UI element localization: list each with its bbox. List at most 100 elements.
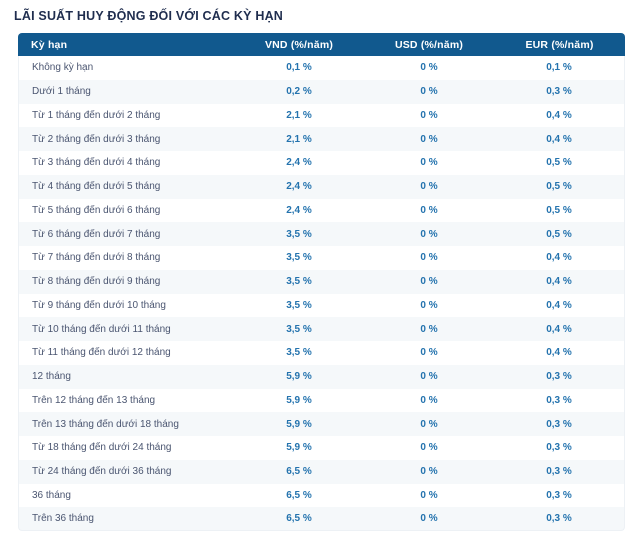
term-label-cell: Từ 4 tháng đến dưới 5 tháng	[18, 174, 234, 199]
eur-rate-cell: 0,3 %	[494, 507, 625, 531]
term-label-cell: Trên 12 tháng đến 13 tháng	[18, 388, 234, 413]
usd-rate-cell: 0 %	[364, 507, 494, 531]
term-label-cell: Từ 7 tháng đến dưới 8 tháng	[18, 246, 234, 270]
table-row: Từ 1 tháng đến dưới 2 tháng 2,1 % 0 % 0,…	[18, 103, 625, 128]
term-label-cell: Không kỳ hạn	[18, 56, 234, 80]
term-label-cell: Từ 11 tháng đến dưới 12 tháng	[18, 341, 234, 365]
term-label-cell: Từ 8 tháng đến dưới 9 tháng	[18, 269, 234, 294]
usd-rate-cell: 0 %	[364, 174, 494, 199]
eur-rate-cell: 0,5 %	[494, 151, 625, 175]
term-label-cell: 36 tháng	[18, 483, 234, 508]
table-row: Từ 7 tháng đến dưới 8 tháng 3,5 % 0 % 0,…	[18, 246, 625, 270]
table-row: Từ 8 tháng đến dưới 9 tháng 3,5 % 0 % 0,…	[18, 269, 625, 294]
table-row: Từ 24 tháng đến dưới 36 tháng 6,5 % 0 % …	[18, 459, 625, 484]
eur-rate-cell: 0,4 %	[494, 293, 625, 318]
usd-rate-cell: 0 %	[364, 293, 494, 318]
term-label-cell: Từ 9 tháng đến dưới 10 tháng	[18, 293, 234, 318]
table-row: Từ 11 tháng đến dưới 12 tháng 3,5 % 0 % …	[18, 341, 625, 365]
eur-rate-cell: 0,3 %	[494, 436, 625, 460]
header-row: Kỳ hạn VND (%/năm) USD (%/năm) EUR (%/nă…	[18, 33, 625, 56]
column-header-term: Kỳ hạn	[18, 33, 234, 56]
usd-rate-cell: 0 %	[364, 459, 494, 484]
usd-rate-cell: 0 %	[364, 412, 494, 436]
table-row: Trên 12 tháng đến 13 tháng 5,9 % 0 % 0,3…	[18, 388, 625, 413]
table-row: Từ 10 tháng đến dưới 11 tháng 3,5 % 0 % …	[18, 317, 625, 341]
vnd-rate-cell: 5,9 %	[234, 364, 364, 389]
vnd-rate-cell: 2,4 %	[234, 151, 364, 175]
usd-rate-cell: 0 %	[364, 483, 494, 508]
eur-rate-cell: 0,4 %	[494, 341, 625, 365]
term-label-cell: Từ 24 tháng đến dưới 36 tháng	[18, 459, 234, 484]
table-row: 12 tháng 5,9 % 0 % 0,3 %	[18, 364, 625, 389]
vnd-rate-cell: 0,1 %	[234, 56, 364, 80]
table-row: Từ 6 tháng đến dưới 7 tháng 3,5 % 0 % 0,…	[18, 222, 625, 246]
usd-rate-cell: 0 %	[364, 151, 494, 175]
vnd-rate-cell: 3,5 %	[234, 341, 364, 365]
usd-rate-cell: 0 %	[364, 269, 494, 294]
vnd-rate-cell: 5,9 %	[234, 436, 364, 460]
usd-rate-cell: 0 %	[364, 127, 494, 151]
vnd-rate-cell: 6,5 %	[234, 459, 364, 484]
eur-rate-cell: 0,3 %	[494, 364, 625, 389]
vnd-rate-cell: 3,5 %	[234, 246, 364, 270]
page-title: LÃI SUẤT HUY ĐỘNG ĐỐI VỚI CÁC KỲ HẠN	[14, 9, 284, 23]
vnd-rate-cell: 2,1 %	[234, 103, 364, 128]
eur-rate-cell: 0,4 %	[494, 269, 625, 294]
term-label-cell: Từ 5 tháng đến dưới 6 tháng	[18, 198, 234, 223]
table-row: Trên 13 tháng đến dưới 18 tháng 5,9 % 0 …	[18, 412, 625, 436]
term-label-cell: Từ 3 tháng đến dưới 4 tháng	[18, 151, 234, 175]
eur-rate-cell: 0,3 %	[494, 79, 625, 104]
usd-rate-cell: 0 %	[364, 364, 494, 389]
usd-rate-cell: 0 %	[364, 103, 494, 128]
vnd-rate-cell: 5,9 %	[234, 412, 364, 436]
column-header-eur: EUR (%/năm)	[494, 33, 625, 56]
table-row: Từ 5 tháng đến dưới 6 tháng 2,4 % 0 % 0,…	[18, 198, 625, 223]
usd-rate-cell: 0 %	[364, 317, 494, 341]
usd-rate-cell: 0 %	[364, 79, 494, 104]
table-row: Không kỳ hạn 0,1 % 0 % 0,1 %	[18, 56, 625, 80]
usd-rate-cell: 0 %	[364, 341, 494, 365]
table-row: Từ 18 tháng đến dưới 24 tháng 5,9 % 0 % …	[18, 436, 625, 460]
vnd-rate-cell: 6,5 %	[234, 507, 364, 531]
term-label-cell: Trên 13 tháng đến dưới 18 tháng	[18, 412, 234, 436]
vnd-rate-cell: 3,5 %	[234, 222, 364, 246]
vnd-rate-cell: 0,2 %	[234, 79, 364, 104]
eur-rate-cell: 0,4 %	[494, 317, 625, 341]
term-label-cell: Dưới 1 tháng	[18, 79, 234, 104]
eur-rate-cell: 0,3 %	[494, 412, 625, 436]
table-row: Dưới 1 tháng 0,2 % 0 % 0,3 %	[18, 79, 625, 104]
rate-table-body: Không kỳ hạn 0,1 % 0 % 0,1 % Dưới 1 thán…	[18, 56, 625, 531]
vnd-rate-cell: 3,5 %	[234, 317, 364, 341]
rate-table: Kỳ hạn VND (%/năm) USD (%/năm) EUR (%/nă…	[18, 33, 625, 531]
usd-rate-cell: 0 %	[364, 388, 494, 413]
table-row: Từ 3 tháng đến dưới 4 tháng 2,4 % 0 % 0,…	[18, 151, 625, 175]
usd-rate-cell: 0 %	[364, 198, 494, 223]
term-label-cell: Từ 10 tháng đến dưới 11 tháng	[18, 317, 234, 341]
vnd-rate-cell: 5,9 %	[234, 388, 364, 413]
eur-rate-cell: 0,4 %	[494, 127, 625, 151]
term-label-cell: Từ 1 tháng đến dưới 2 tháng	[18, 103, 234, 128]
table-row: Từ 4 tháng đến dưới 5 tháng 2,4 % 0 % 0,…	[18, 174, 625, 199]
table-row: Từ 2 tháng đến dưới 3 tháng 2,1 % 0 % 0,…	[18, 127, 625, 151]
eur-rate-cell: 0,3 %	[494, 483, 625, 508]
term-label-cell: Từ 18 tháng đến dưới 24 tháng	[18, 436, 234, 460]
eur-rate-cell: 0,3 %	[494, 459, 625, 484]
column-header-vnd: VND (%/năm)	[234, 33, 364, 56]
term-label-cell: Từ 6 tháng đến dưới 7 tháng	[18, 222, 234, 246]
usd-rate-cell: 0 %	[364, 246, 494, 270]
term-label-cell: Trên 36 tháng	[18, 507, 234, 531]
vnd-rate-cell: 2,4 %	[234, 174, 364, 199]
term-label-cell: 12 tháng	[18, 364, 234, 389]
term-label-cell: Từ 2 tháng đến dưới 3 tháng	[18, 127, 234, 151]
vnd-rate-cell: 2,1 %	[234, 127, 364, 151]
rate-table-header: Kỳ hạn VND (%/năm) USD (%/năm) EUR (%/nă…	[18, 33, 625, 56]
eur-rate-cell: 0,1 %	[494, 56, 625, 80]
eur-rate-cell: 0,4 %	[494, 246, 625, 270]
deposit-rate-table: Kỳ hạn VND (%/năm) USD (%/năm) EUR (%/nă…	[18, 33, 625, 531]
eur-rate-cell: 0,3 %	[494, 388, 625, 413]
usd-rate-cell: 0 %	[364, 436, 494, 460]
usd-rate-cell: 0 %	[364, 222, 494, 246]
table-row: 36 tháng 6,5 % 0 % 0,3 %	[18, 483, 625, 508]
column-header-usd: USD (%/năm)	[364, 33, 494, 56]
vnd-rate-cell: 3,5 %	[234, 293, 364, 318]
